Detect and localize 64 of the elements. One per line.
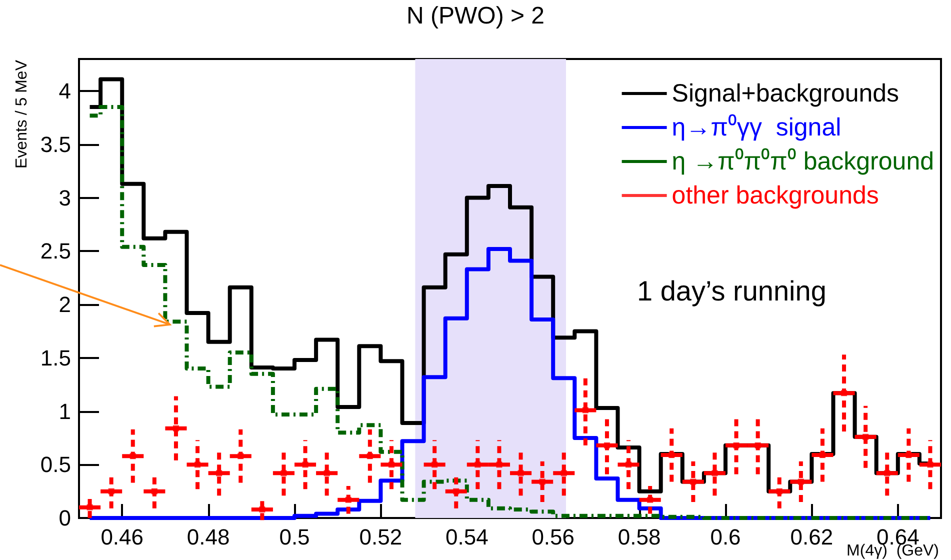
legend-label: η→π⁰γγ signal bbox=[672, 114, 842, 142]
point bbox=[151, 488, 158, 494]
point bbox=[280, 470, 287, 476]
point bbox=[474, 462, 481, 468]
x-tick-label: 0.46 bbox=[100, 524, 144, 550]
point bbox=[216, 470, 222, 476]
x-tick-label: 0.62 bbox=[790, 524, 834, 550]
legend-label: other backgrounds bbox=[672, 182, 879, 210]
point bbox=[366, 453, 373, 460]
point bbox=[819, 452, 826, 458]
point bbox=[604, 442, 610, 448]
point bbox=[172, 425, 179, 432]
point bbox=[496, 462, 502, 468]
point bbox=[130, 453, 136, 460]
x-tick-label: 0.6 bbox=[710, 524, 741, 550]
x-tick-label: 0.58 bbox=[618, 524, 661, 550]
point bbox=[776, 488, 782, 494]
x-tick-label: 0.5 bbox=[279, 524, 310, 550]
y-tick-label: 1 bbox=[58, 398, 71, 424]
y-tick-label: 0.5 bbox=[40, 452, 71, 478]
y-tick-label: 1.5 bbox=[40, 345, 71, 370]
legend-label: η →π⁰π⁰π⁰ background bbox=[672, 148, 934, 176]
x-tick-label: 0.56 bbox=[532, 524, 575, 550]
point bbox=[841, 390, 848, 396]
y-axis-title: Events / 5 MeV bbox=[14, 60, 30, 168]
y-tick-label: 3.5 bbox=[40, 132, 71, 157]
point bbox=[927, 462, 934, 468]
annotation: 1 day’s running bbox=[637, 276, 826, 306]
point bbox=[238, 453, 244, 460]
y-tick-label: 0 bbox=[58, 506, 71, 530]
x-tick-label: 0.48 bbox=[186, 524, 230, 550]
point bbox=[647, 496, 654, 503]
point bbox=[862, 434, 869, 440]
point bbox=[884, 470, 890, 476]
point bbox=[690, 478, 696, 485]
legend-label: Signal+backgrounds bbox=[672, 80, 900, 108]
point bbox=[754, 442, 761, 448]
point bbox=[798, 478, 804, 485]
point bbox=[108, 488, 114, 494]
x-tick-label: 0.52 bbox=[359, 524, 402, 550]
point bbox=[388, 462, 394, 468]
point bbox=[626, 462, 632, 468]
x-tick-label: 0.54 bbox=[445, 524, 488, 550]
y-tick-label: 3 bbox=[58, 185, 71, 210]
chart-title: N (PWO) > 2 bbox=[406, 2, 545, 30]
point bbox=[86, 504, 93, 510]
point bbox=[712, 470, 718, 476]
y-tick-label: 4 bbox=[58, 78, 71, 104]
point bbox=[345, 496, 352, 503]
point bbox=[259, 506, 266, 512]
point bbox=[668, 452, 675, 458]
point bbox=[324, 470, 330, 476]
point bbox=[560, 470, 567, 476]
point bbox=[582, 407, 588, 414]
point bbox=[432, 462, 438, 468]
y-tick-label: 2.5 bbox=[40, 238, 71, 264]
point bbox=[518, 470, 524, 476]
point bbox=[302, 462, 308, 468]
y-tick-label: 2 bbox=[58, 292, 71, 318]
point bbox=[194, 462, 201, 468]
point bbox=[453, 488, 460, 494]
point bbox=[733, 442, 740, 448]
point bbox=[539, 478, 546, 485]
point bbox=[906, 452, 912, 458]
